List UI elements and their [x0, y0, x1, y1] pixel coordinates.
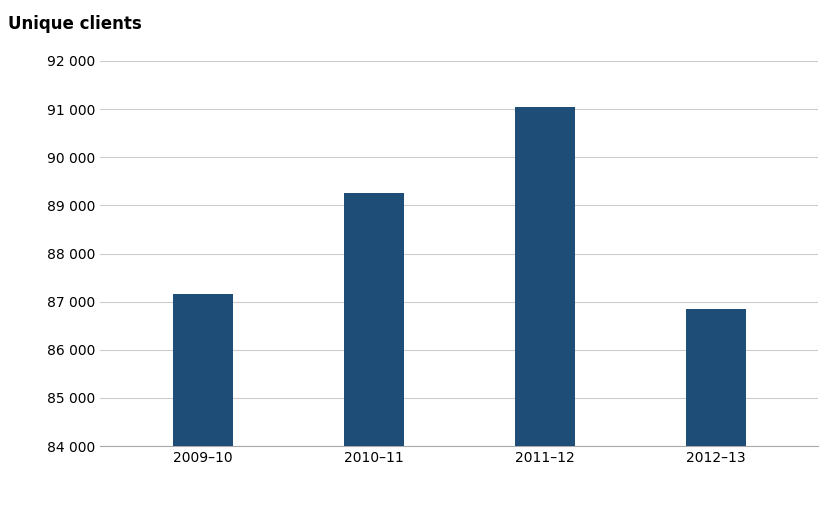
Bar [515, 106, 574, 507]
Bar [686, 309, 746, 507]
Bar [344, 193, 403, 507]
Text: Unique clients: Unique clients [8, 15, 142, 33]
Bar [173, 295, 233, 507]
